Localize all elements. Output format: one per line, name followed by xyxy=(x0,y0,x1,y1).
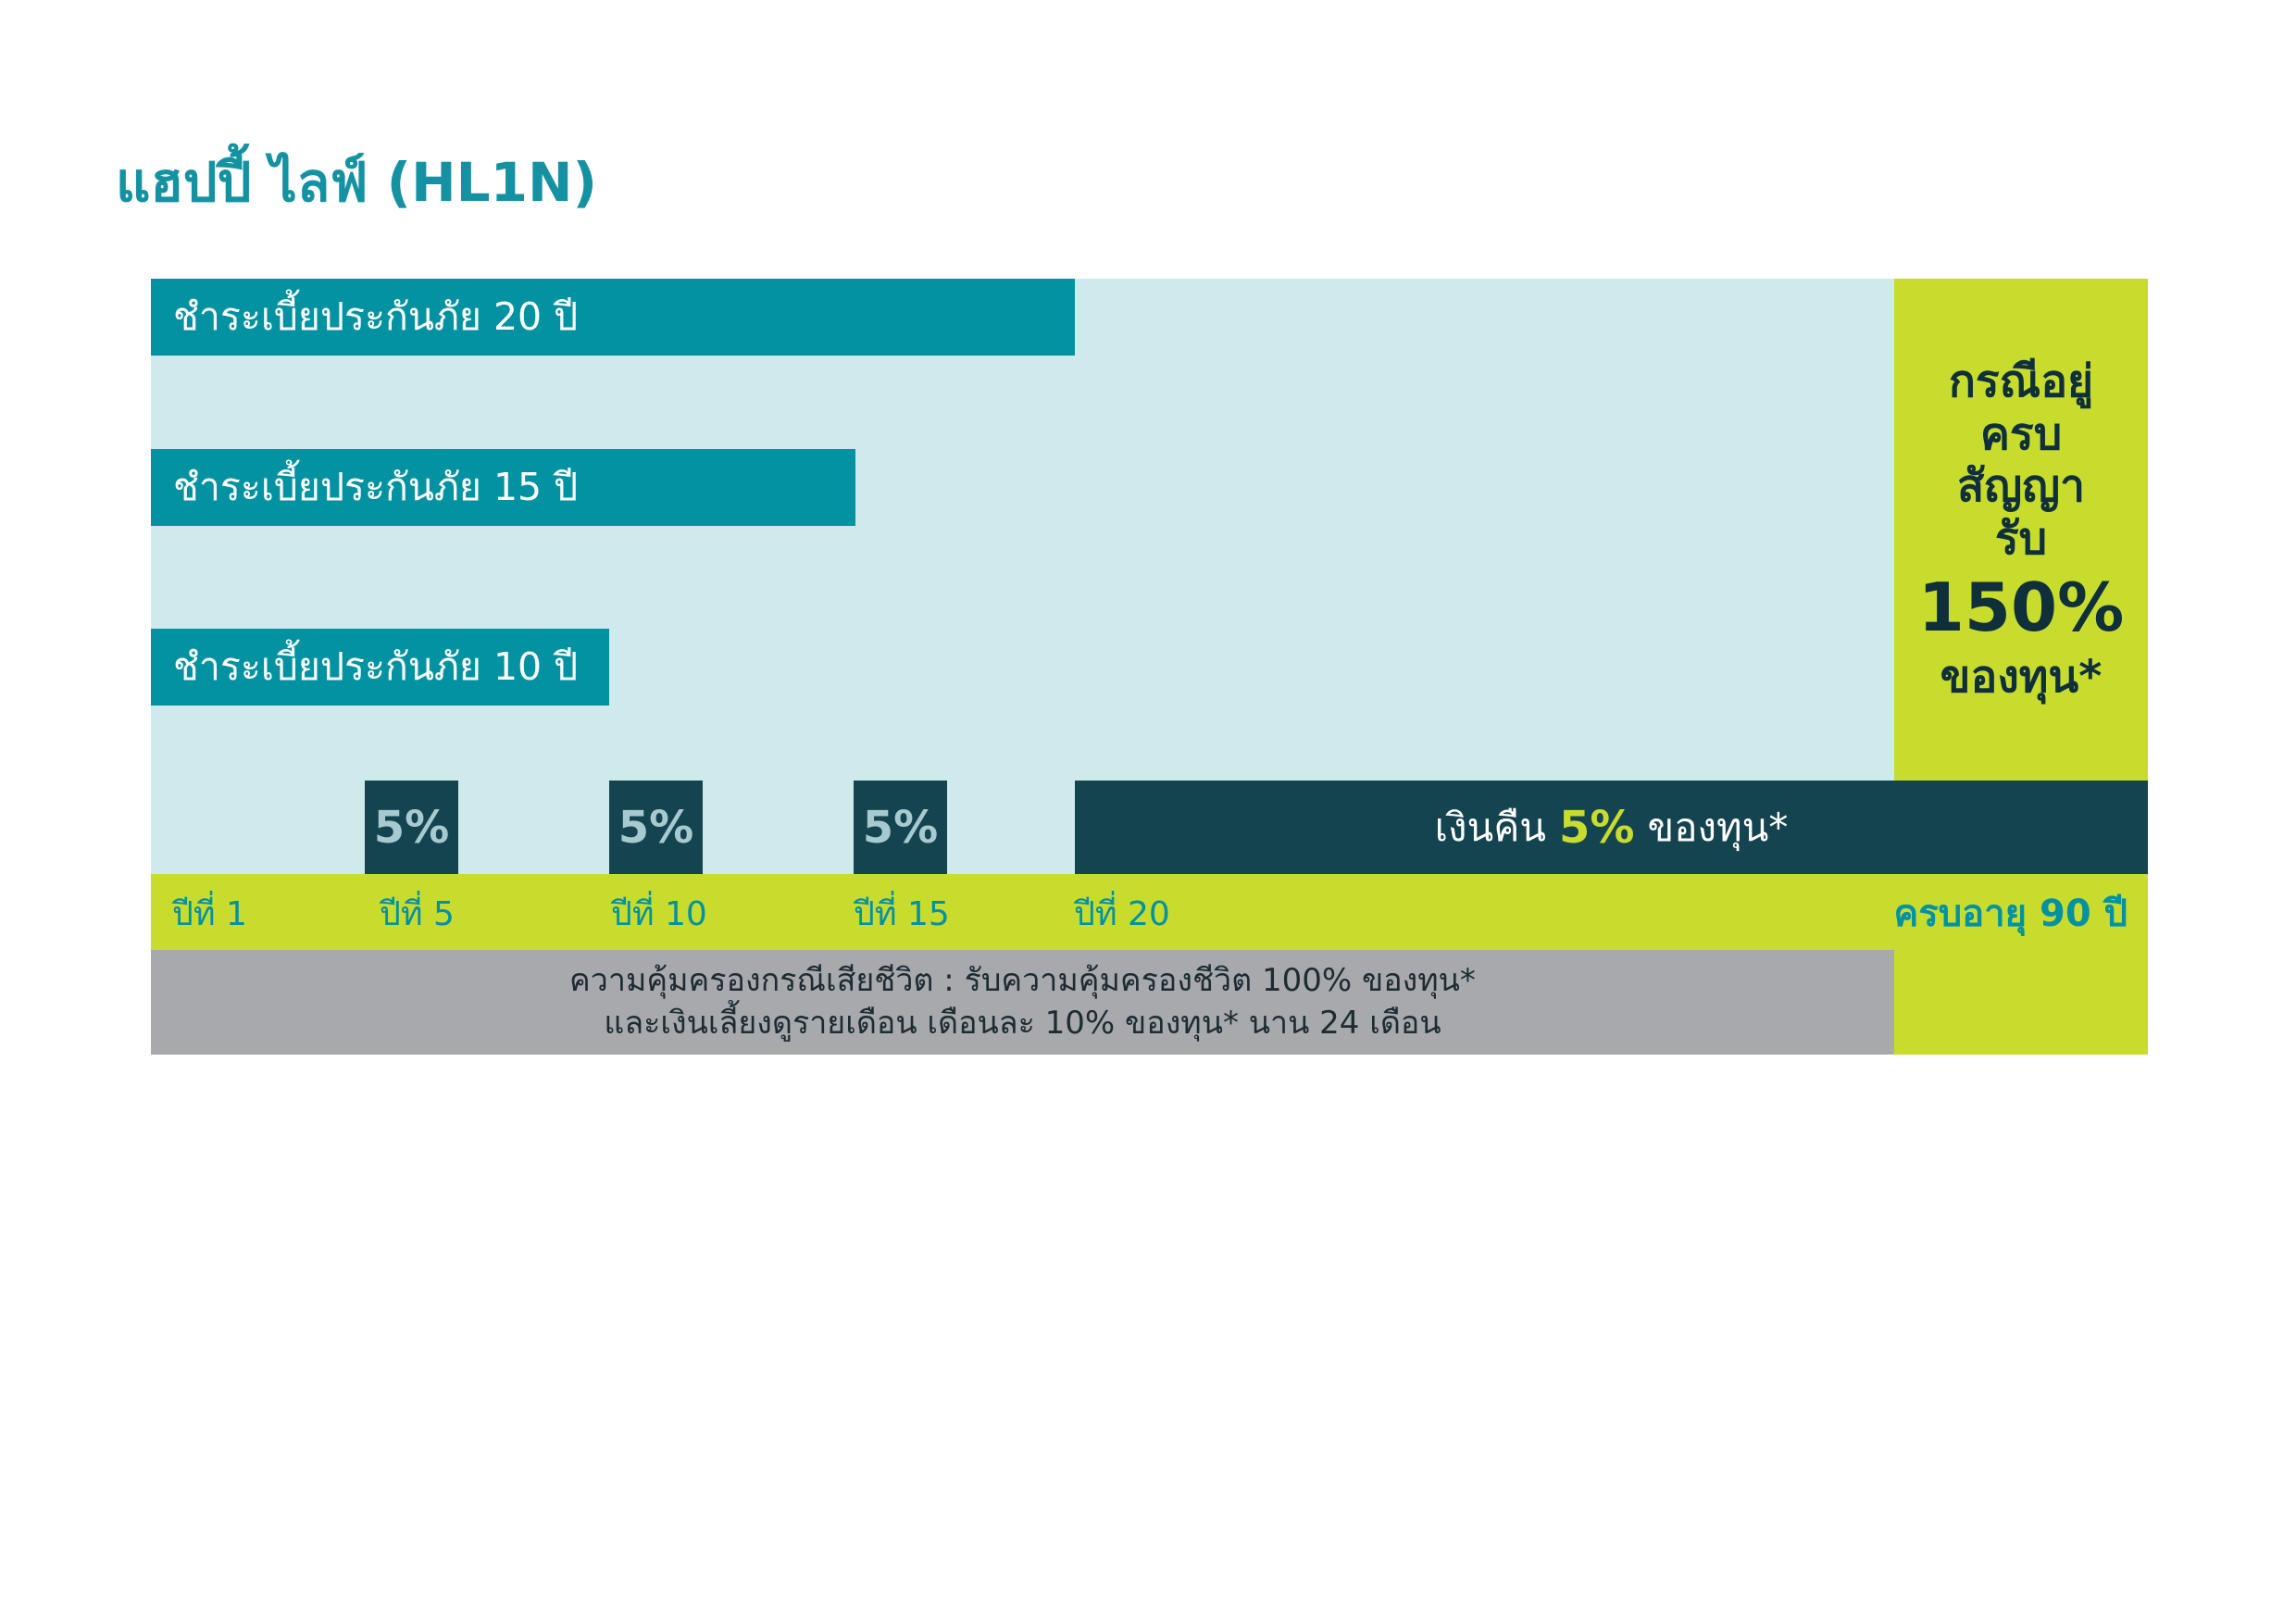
timeline-end-label: ครบอายุ 90 ปี xyxy=(1893,893,2128,935)
refund-box-year-10: 5% xyxy=(609,781,703,874)
death-benefit-line-2: และเงินเลี้ยงดูรายเดือน เดือนละ 10% ของท… xyxy=(604,1004,1441,1042)
timeline-label-year-5: ปีที่ 5 xyxy=(380,895,455,933)
maturity-benefit-box: กรณีอยู่ ครบ สัญญา รับ 150% ของทุน* xyxy=(1894,279,2148,781)
premium-bar-15-years: ชำระเบี้ยประกันภัย 15 ปี xyxy=(151,449,855,526)
premium-bar-10-years: ชำระเบี้ยประกันภัย 10 ปี xyxy=(151,629,609,706)
page-title: แฮปปี้ ไลฟ์ (HL1N) xyxy=(116,151,597,214)
refund-box-year-15: 5% xyxy=(854,781,947,874)
coverage-period-area xyxy=(151,279,1894,874)
maturity-percent: 150% xyxy=(1917,568,2125,647)
refund-percent: 5% xyxy=(1559,801,1635,854)
maturity-line-3: สัญญา xyxy=(1956,460,2086,513)
maturity-line-4: รับ xyxy=(1994,512,2048,565)
annual-refund-bar: เงินคืน 5% ของทุน* xyxy=(1075,781,2148,874)
timeline-label-year-15: ปีที่ 15 xyxy=(854,895,950,933)
maturity-line-2: ครบ xyxy=(1979,407,2063,460)
death-benefit-bar: ความคุ้มครองกรณีเสียชีวิต : รับความคุ้มค… xyxy=(151,950,1894,1055)
refund-box-year-5: 5% xyxy=(365,781,458,874)
timeline-axis xyxy=(151,874,2148,950)
death-benefit-line-1: ความคุ้มครองกรณีเสียชีวิต : รับความคุ้มค… xyxy=(569,961,1476,999)
maturity-column-extension xyxy=(1894,950,2148,1055)
refund-prefix: เงินคืน xyxy=(1434,804,1547,850)
maturity-line-1: กรณีอยู่ xyxy=(1948,355,2094,407)
timeline-label-year-10: ปีที่ 10 xyxy=(611,895,707,933)
timeline-label-year-20: ปีที่ 20 xyxy=(1074,895,1170,933)
premium-bar-20-years: ชำระเบี้ยประกันภัย 20 ปี xyxy=(151,279,1075,356)
refund-suffix: ของทุน* xyxy=(1647,804,1789,850)
timeline-label-year-1: ปีที่ 1 xyxy=(172,895,247,933)
maturity-line-5: ของทุน* xyxy=(1940,651,2103,704)
